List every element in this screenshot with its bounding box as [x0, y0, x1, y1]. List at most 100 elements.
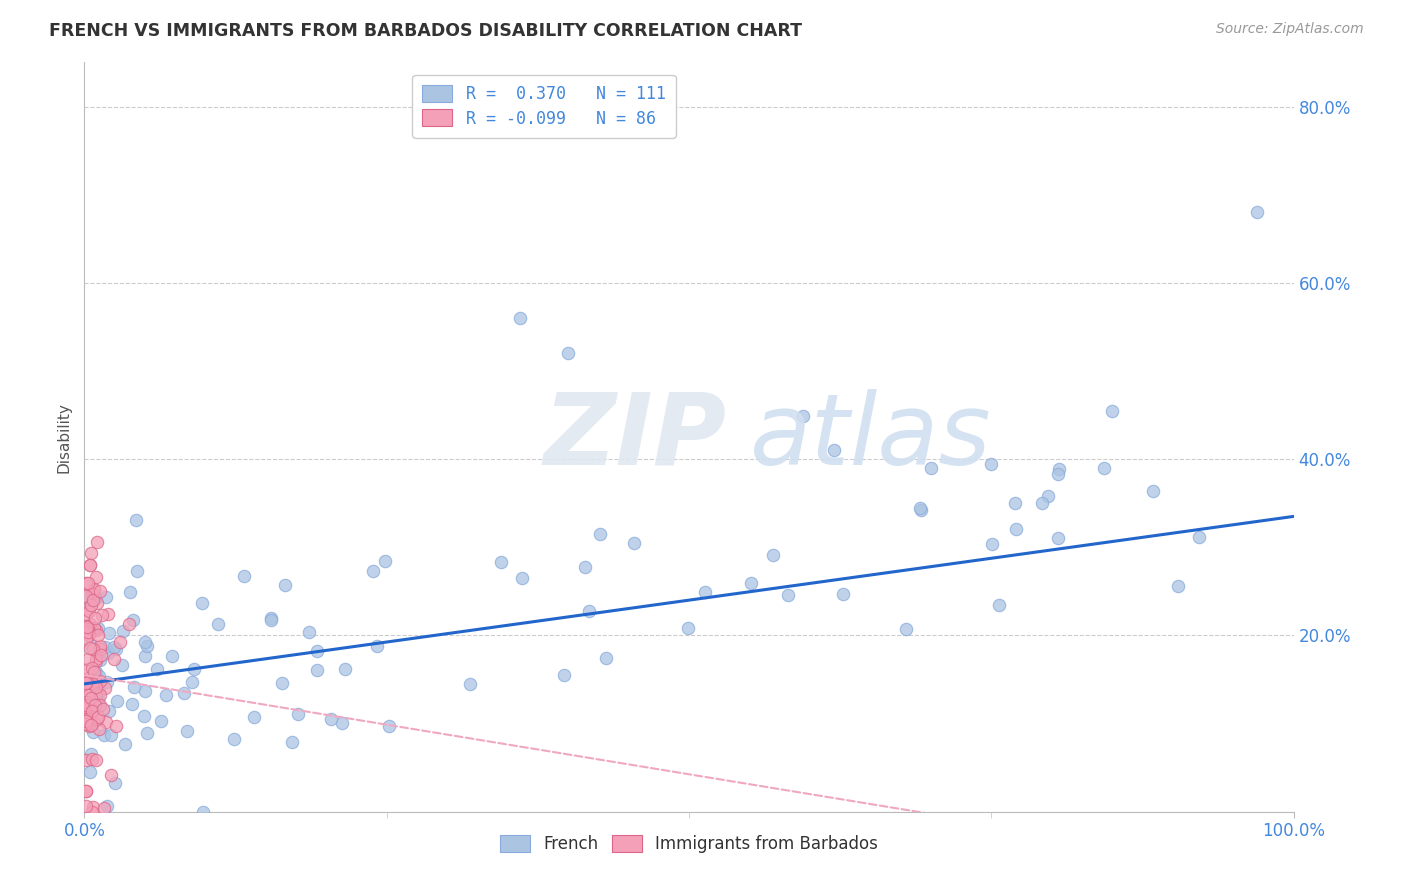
Point: [76, 602, 98, 616]
Point: [896, 622, 918, 636]
Point: [79, 638, 101, 652]
Point: [233, 569, 256, 583]
Point: [97, 646, 120, 660]
Point: [86, 570, 108, 584]
Point: [271, 675, 294, 690]
Point: [260, 613, 283, 627]
Point: [79, 765, 101, 780]
Point: [191, 805, 214, 819]
Point: [281, 735, 304, 749]
Point: [122, 613, 145, 627]
Point: [305, 644, 328, 658]
Point: [136, 726, 159, 740]
Point: [190, 596, 212, 610]
Point: [1142, 483, 1164, 498]
Point: [79, 617, 101, 632]
Point: [987, 598, 1010, 612]
Point: [87, 685, 110, 699]
Point: [100, 768, 122, 782]
Point: [86, 691, 108, 706]
Point: [76, 676, 98, 690]
Point: [93, 681, 115, 695]
Point: [80, 546, 103, 560]
Point: [75, 576, 97, 591]
Point: [207, 616, 229, 631]
Point: [75, 695, 97, 709]
Point: [77, 575, 100, 590]
Point: [150, 714, 173, 728]
Point: [125, 513, 148, 527]
Point: [374, 553, 396, 567]
Point: [89, 698, 111, 713]
Point: [118, 585, 141, 599]
Point: [980, 457, 1002, 471]
Point: [86, 628, 108, 642]
Point: [84, 665, 107, 679]
Point: [84, 686, 107, 700]
Point: [1092, 460, 1115, 475]
Point: [83, 582, 105, 597]
Point: [134, 649, 156, 664]
Point: [87, 710, 110, 724]
Point: [740, 575, 762, 590]
Point: [79, 628, 101, 642]
Point: [76, 674, 98, 689]
Point: [77, 662, 100, 676]
Point: [104, 776, 127, 790]
Point: [103, 652, 125, 666]
Point: [778, 588, 800, 602]
Point: [910, 503, 932, 517]
Point: [75, 598, 97, 612]
Point: [94, 640, 117, 654]
Point: [134, 684, 156, 698]
Point: [80, 752, 103, 766]
Point: [125, 564, 148, 578]
Point: [89, 668, 111, 682]
Point: [77, 604, 100, 618]
Legend: French, Immigrants from Barbados: French, Immigrants from Barbados: [494, 828, 884, 860]
Point: [509, 311, 531, 326]
Point: [89, 584, 111, 599]
Point: [181, 674, 204, 689]
Point: [86, 699, 108, 714]
Text: Source: ZipAtlas.com: Source: ZipAtlas.com: [1216, 22, 1364, 37]
Point: [84, 652, 107, 666]
Point: [553, 667, 575, 681]
Point: [489, 555, 512, 569]
Point: [366, 639, 388, 653]
Point: [80, 747, 103, 761]
Point: [377, 719, 399, 733]
Point: [89, 641, 111, 656]
Point: [80, 691, 103, 706]
Point: [77, 695, 100, 709]
Point: [89, 653, 111, 667]
Point: [98, 704, 121, 718]
Point: [86, 712, 108, 726]
Point: [1187, 530, 1209, 544]
Point: [96, 798, 118, 813]
Point: [75, 702, 97, 716]
Point: [695, 585, 717, 599]
Point: [83, 665, 105, 680]
Point: [111, 624, 134, 638]
Point: [79, 558, 101, 572]
Point: [89, 688, 111, 702]
Point: [103, 640, 125, 655]
Point: [1031, 496, 1053, 510]
Point: [87, 722, 110, 736]
Point: [243, 710, 266, 724]
Point: [97, 607, 120, 622]
Point: [75, 716, 97, 731]
Point: [981, 537, 1004, 551]
Point: [145, 662, 167, 676]
Point: [908, 500, 931, 515]
Point: [578, 604, 600, 618]
Point: [1049, 461, 1071, 475]
Point: [260, 611, 283, 625]
Point: [122, 681, 145, 695]
Point: [458, 677, 481, 691]
Point: [1246, 205, 1268, 219]
Point: [82, 708, 104, 723]
Point: [76, 700, 98, 714]
Point: [82, 593, 104, 607]
